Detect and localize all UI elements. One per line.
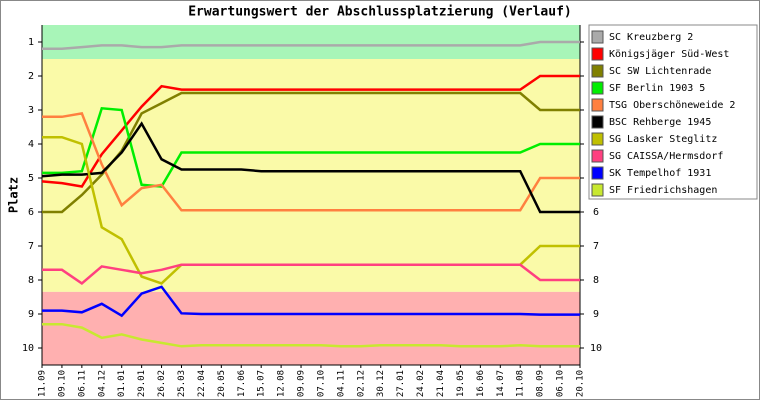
y-tick-label-right: 8 (593, 275, 599, 286)
y-tick-label-right: 7 (593, 241, 599, 252)
y-tick-label: 10 (22, 343, 34, 354)
legend-swatch (591, 47, 604, 61)
x-tick-label: 24.02 (416, 370, 426, 397)
x-tick-label: 02.12 (356, 370, 366, 397)
x-tick-label: 20.05 (217, 370, 227, 397)
x-tick-label: 06.11 (77, 370, 87, 397)
zone (42, 59, 580, 292)
legend-swatch (591, 64, 604, 78)
series-line (42, 91, 580, 214)
x-tick-label: 11.09 (38, 370, 48, 397)
x-tick-label: 06.10 (556, 370, 566, 397)
y-axis-label: Platz (7, 177, 21, 213)
x-tick-label: 09.10 (57, 370, 67, 397)
legend-label: SK Tempelhof 1931 (609, 168, 711, 179)
legend-swatch (591, 183, 604, 197)
x-tick-label: 09.09 (297, 370, 307, 397)
y-tick-label: 6 (28, 207, 34, 218)
y-tick-label: 7 (28, 241, 34, 252)
legend-label: SF Friedrichshagen (609, 185, 717, 196)
legend-label: SF Berlin 1903 5 (609, 83, 705, 94)
series-line (42, 285, 580, 318)
y-tick-label: 1 (28, 37, 34, 48)
legend-label: SG CAISSA/Hermsdorf (609, 151, 723, 162)
legend-swatch (591, 30, 604, 44)
x-tick-label: 12.08 (277, 370, 287, 397)
y-tick-label: 4 (28, 139, 34, 150)
legend-swatch (591, 81, 604, 95)
legend-label: BSC Rehberge 1945 (609, 117, 711, 128)
x-tick-label: 27.01 (396, 370, 406, 397)
series-line (42, 40, 580, 51)
legend-box (588, 24, 758, 200)
y-tick-label: 9 (28, 309, 34, 320)
series-line (41, 74, 580, 188)
y-tick-label: 3 (28, 105, 34, 116)
legend-swatch (591, 98, 604, 112)
legend-swatch (591, 132, 604, 146)
x-tick-label: 07.10 (316, 370, 326, 397)
zone (42, 25, 580, 59)
x-tick-label: 14.07 (496, 370, 506, 397)
x-tick-label: 20.10 (576, 370, 586, 397)
x-tick-label: 01.01 (117, 370, 127, 397)
legend-swatch (591, 149, 604, 163)
x-tick-label: 08.09 (536, 370, 546, 397)
legend-label: TSG Oberschöneweide 2 (609, 100, 735, 111)
x-tick-label: 16.06 (476, 370, 486, 397)
x-tick-label: 04.12 (97, 370, 107, 397)
y-tick-label: 2 (28, 71, 34, 82)
x-tick-label: 30.12 (376, 370, 386, 397)
y-tick-label-right: 10 (590, 343, 602, 354)
x-tick-label: 04.11 (336, 370, 346, 397)
x-tick-label: 17.06 (237, 370, 247, 397)
legend-swatch (591, 115, 604, 129)
series-line (42, 111, 580, 212)
series-line (41, 121, 580, 214)
y-tick-label: 8 (28, 275, 34, 286)
legend-label: SC Kreuzberg 2 (609, 32, 693, 43)
x-tick-label: 25.03 (177, 370, 187, 397)
legend-swatch (591, 166, 604, 180)
legend-label: SC SW Lichtenrade (609, 66, 711, 77)
series-line (42, 322, 580, 348)
chart-title: Erwartungswert der Abschlussplatzierung … (188, 5, 572, 20)
x-tick-label: 22.04 (197, 370, 207, 397)
zone (42, 291, 580, 365)
series-line (42, 106, 580, 188)
y-tick-label: 5 (28, 173, 34, 184)
x-tick-label: 15.07 (257, 370, 267, 397)
y-tick-label-right: 6 (593, 207, 599, 218)
x-tick-label: 29.01 (137, 370, 147, 397)
y-tick-label-right: 9 (593, 309, 599, 320)
series-line (42, 263, 580, 285)
x-tick-label: 19.05 (456, 370, 466, 397)
x-tick-label: 26.02 (157, 370, 167, 397)
legend-label: SG Lasker Steglitz (609, 134, 717, 145)
legend-label: Königsjäger Süd-West (609, 49, 729, 60)
x-tick-label: 11.08 (516, 370, 526, 397)
x-tick-label: 21.04 (436, 370, 446, 397)
